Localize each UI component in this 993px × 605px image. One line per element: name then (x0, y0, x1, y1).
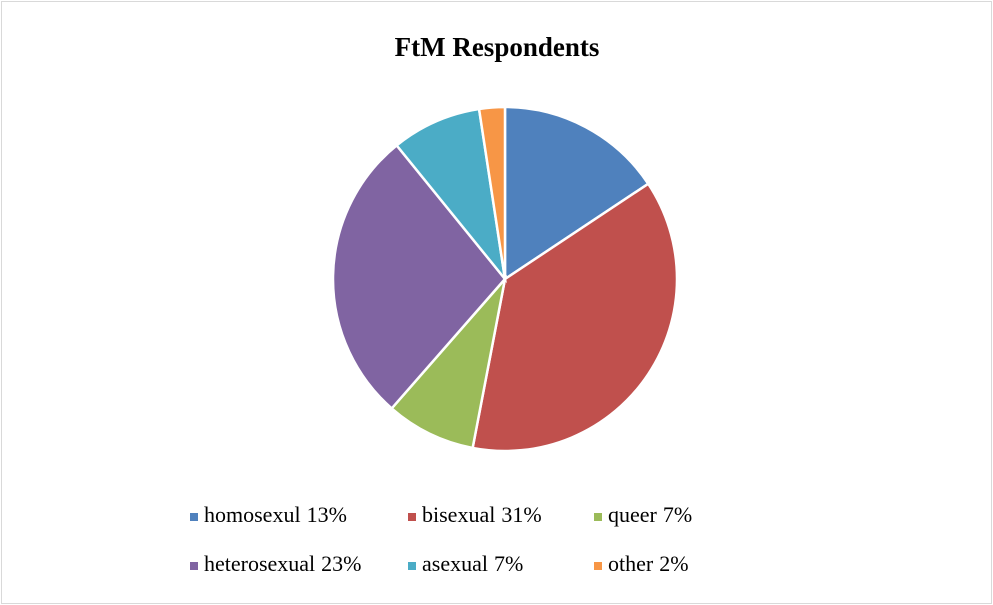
legend-marker (594, 513, 602, 521)
legend-name: other (608, 551, 654, 576)
legend-label: homosexul 13% (204, 502, 347, 527)
chart-title: FtM Respondents (395, 32, 600, 62)
legend-marker (190, 513, 198, 521)
legend-name: bisexual (422, 502, 495, 527)
pie-slice (331, 143, 507, 411)
pie-slice (471, 182, 679, 453)
legend-label: queer 7% (608, 502, 692, 527)
legend-value: 2% (659, 551, 688, 576)
legend-marker (408, 513, 416, 521)
legend-marker (594, 562, 602, 570)
legend-name: homosexul (204, 502, 301, 527)
legend-value: 7% (494, 551, 523, 576)
legend-name: asexual (422, 551, 488, 576)
legend-label: other 2% (608, 551, 689, 576)
pie-slice (477, 105, 507, 280)
legend-value: 31% (501, 502, 541, 527)
pie-slice (503, 105, 650, 282)
legend-marker (190, 562, 198, 570)
legend-label: bisexual 31% (422, 502, 542, 527)
legend-label: asexual 7% (422, 551, 523, 576)
pie-slice (394, 107, 507, 284)
legend-label: heterosexual 23% (204, 551, 362, 576)
legend-value: 23% (321, 551, 361, 576)
legend-name: heterosexual (204, 551, 315, 576)
legend-value: 7% (663, 502, 692, 527)
legend-name: queer (608, 502, 658, 527)
pie-slice (389, 274, 508, 450)
legend-value: 13% (307, 502, 347, 527)
legend-marker (408, 562, 416, 570)
